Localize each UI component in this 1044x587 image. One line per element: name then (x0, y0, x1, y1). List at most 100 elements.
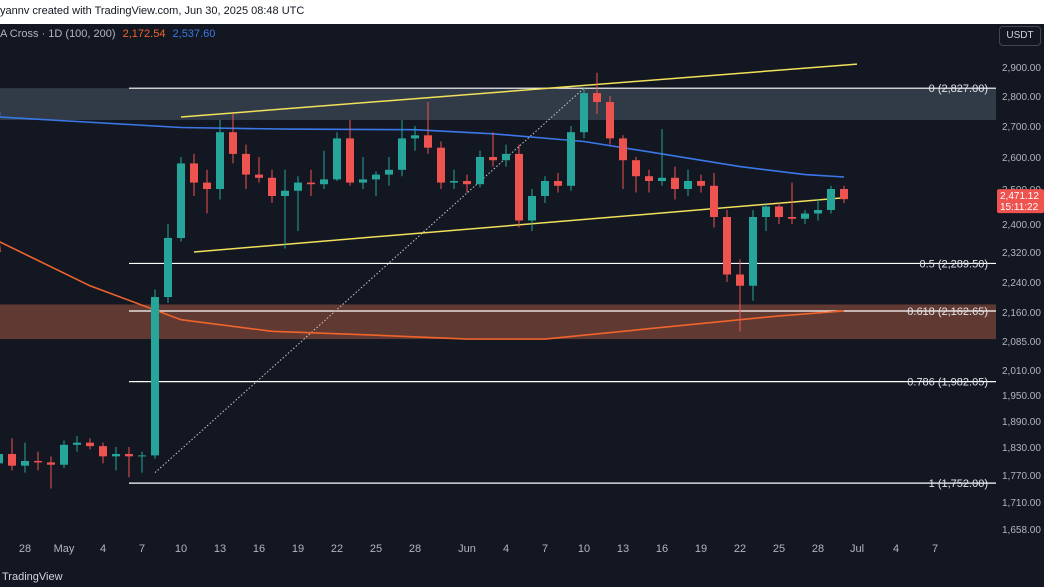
candle (47, 456, 55, 489)
y-tick-label: 2,085.00 (1002, 337, 1041, 348)
y-tick-label: 2,600.00 (1002, 153, 1041, 164)
candle (541, 176, 549, 203)
candle-body (437, 147, 445, 183)
candle (320, 150, 328, 189)
candle-body (801, 213, 809, 219)
y-tick-label: 2,400.00 (1002, 220, 1041, 231)
candle (697, 174, 705, 193)
tradingview-logo: TradingView (2, 571, 63, 583)
candle-body (411, 135, 419, 139)
ma200-value: 2,537.60 (172, 28, 216, 40)
candle-body (346, 138, 354, 183)
candle (0, 454, 3, 464)
y-tick-label: 2,160.00 (1002, 308, 1041, 319)
y-tick-label: 1,710.00 (1002, 498, 1041, 509)
candle-body (333, 138, 341, 180)
candle (385, 157, 393, 186)
candle-body (476, 157, 484, 185)
candle-body (580, 93, 588, 133)
candle-body (645, 176, 653, 181)
candle-body (515, 153, 523, 221)
candle (99, 442, 107, 464)
candle-body (398, 138, 406, 170)
candle-body (242, 153, 250, 175)
candle (632, 157, 640, 193)
candle-body (151, 297, 159, 456)
candle-body (294, 182, 302, 191)
candle (827, 185, 835, 214)
resistance-zone (0, 88, 996, 120)
y-tick-label: 2,320.00 (1002, 248, 1041, 259)
candle-body (710, 185, 718, 217)
candle-body (21, 461, 29, 466)
candle-body (203, 182, 211, 189)
candle-body (73, 442, 81, 445)
candle (138, 451, 146, 473)
plot-area: 0 (2,827.00) 0.5 (2,289.50) 0.618 (2,162.6… (0, 63, 996, 490)
ma200-line (0, 112, 845, 178)
candle-body (658, 177, 666, 181)
candle-body (99, 446, 107, 457)
candle (840, 185, 848, 203)
x-tick-label: 19 (695, 543, 707, 555)
candle (554, 173, 562, 193)
indicator-legend[interactable]: A Cross · 1D (100, 200) 2,172.54 2,537.6… (0, 28, 215, 40)
candle-body (502, 153, 510, 161)
candle (775, 203, 783, 224)
x-tick-label: 13 (214, 543, 226, 555)
candle (710, 173, 718, 228)
candle (749, 210, 757, 301)
last-price-value: 2,471.12 (1000, 191, 1039, 202)
candle (73, 436, 81, 452)
candle (476, 150, 484, 188)
candle-body (619, 138, 627, 161)
candle (502, 144, 510, 167)
attribution-bar: yannv created with TradingView.com, Jun … (0, 0, 1044, 24)
candle-body (281, 190, 289, 196)
y-tick-label: 2,010.00 (1002, 366, 1041, 377)
y-tick-label: 2,900.00 (1002, 63, 1041, 74)
candle (580, 87, 588, 139)
y-tick-label: 2,240.00 (1002, 278, 1041, 289)
candle (359, 157, 367, 189)
y-tick-label: 1,890.00 (1002, 417, 1041, 428)
candle-body (463, 181, 471, 185)
candle (515, 144, 523, 228)
candle-body (541, 181, 549, 196)
x-tick-label: 4 (503, 543, 509, 555)
candle-body (788, 217, 796, 219)
candle (437, 141, 445, 189)
x-tick-label: 4 (893, 543, 899, 555)
x-tick-label: 25 (773, 543, 785, 555)
candle (164, 224, 172, 303)
candle-body (216, 132, 224, 189)
candle (242, 144, 250, 189)
fib-label-0.5: 0.5 (2,289.50) (920, 258, 989, 270)
candle (34, 451, 42, 471)
x-tick-label: 7 (932, 543, 938, 555)
x-tick-label: Jun (458, 543, 476, 555)
candle (372, 171, 380, 196)
x-tick-label: Jul (850, 543, 864, 555)
candle-body (775, 206, 783, 217)
candle-body (593, 93, 601, 102)
fib-label-0: 0 (2,827.00) (929, 83, 988, 95)
x-tick-label: 22 (331, 543, 343, 555)
y-tick-label: 1,770.00 (1002, 471, 1041, 482)
candle (333, 132, 341, 181)
candle (8, 438, 16, 471)
candle (411, 126, 419, 151)
candle (684, 169, 692, 196)
support-zone (0, 304, 996, 340)
currency-button[interactable]: USDT (999, 26, 1041, 46)
last-price-tag (997, 189, 1044, 214)
candle-body (528, 196, 536, 221)
y-tick-label: 2,800.00 (1002, 92, 1041, 103)
candle (60, 440, 68, 468)
candle (398, 120, 406, 177)
y-tick-label: 1,950.00 (1002, 391, 1041, 402)
candle-body (697, 181, 705, 186)
candle (151, 289, 159, 459)
candle-body (723, 217, 731, 275)
